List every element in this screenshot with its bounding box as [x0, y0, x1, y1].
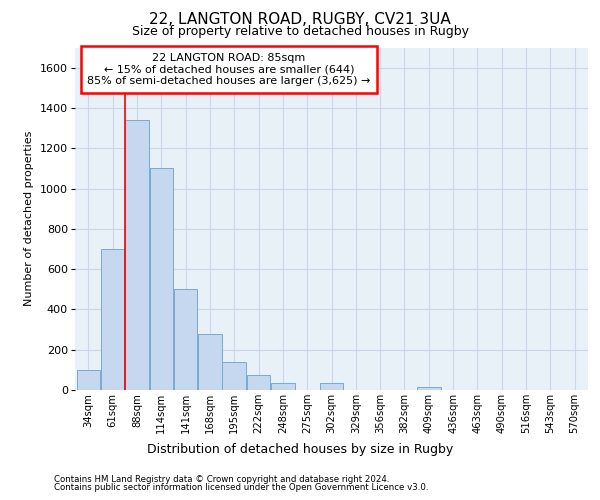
- Bar: [77, 370, 100, 390]
- Bar: [417, 387, 440, 390]
- Bar: [174, 290, 197, 390]
- Bar: [320, 383, 343, 390]
- Bar: [149, 168, 173, 390]
- Text: 22 LANGTON ROAD: 85sqm
← 15% of detached houses are smaller (644)
85% of semi-de: 22 LANGTON ROAD: 85sqm ← 15% of detached…: [87, 52, 371, 86]
- Bar: [198, 334, 222, 390]
- Text: Size of property relative to detached houses in Rugby: Size of property relative to detached ho…: [131, 25, 469, 38]
- Text: Contains public sector information licensed under the Open Government Licence v3: Contains public sector information licen…: [54, 483, 428, 492]
- Text: Contains HM Land Registry data © Crown copyright and database right 2024.: Contains HM Land Registry data © Crown c…: [54, 475, 389, 484]
- Bar: [223, 362, 246, 390]
- Y-axis label: Number of detached properties: Number of detached properties: [25, 131, 34, 306]
- Bar: [247, 375, 271, 390]
- Bar: [125, 120, 149, 390]
- Bar: [101, 249, 124, 390]
- Text: Distribution of detached houses by size in Rugby: Distribution of detached houses by size …: [147, 442, 453, 456]
- Text: 22, LANGTON ROAD, RUGBY, CV21 3UA: 22, LANGTON ROAD, RUGBY, CV21 3UA: [149, 12, 451, 28]
- Bar: [271, 383, 295, 390]
